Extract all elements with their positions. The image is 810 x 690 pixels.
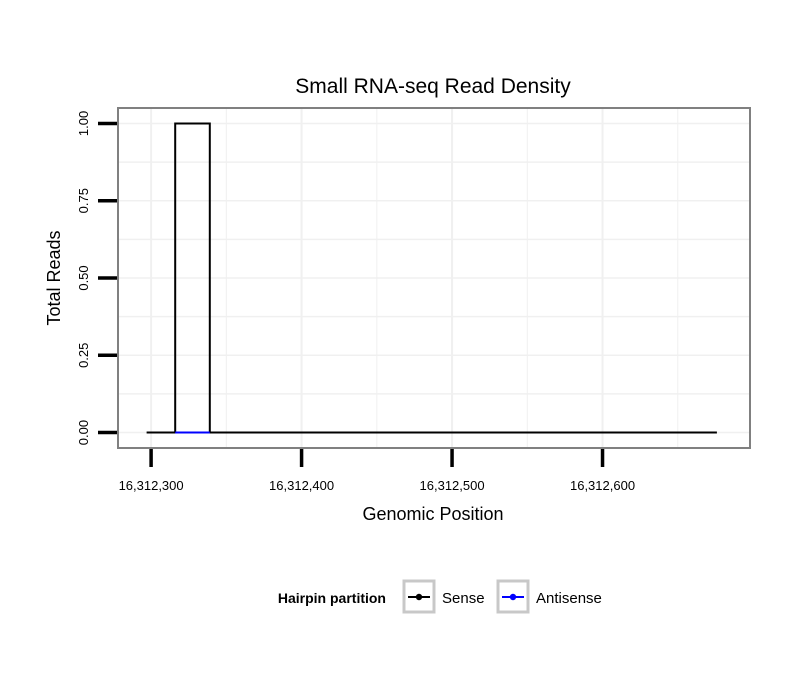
y-tick-label: 0.50 bbox=[76, 265, 91, 290]
legend-point-antisense bbox=[509, 593, 517, 601]
series-line-sense bbox=[146, 122, 717, 434]
plot-panel-border bbox=[117, 107, 751, 449]
x-tick-label: 16,312,400 bbox=[269, 478, 334, 493]
y-tick-label: 0.25 bbox=[76, 343, 91, 368]
x-axis-label: Genomic Position bbox=[362, 504, 503, 524]
y-tick-label: 0.00 bbox=[76, 420, 91, 445]
legend-label-antisense: Antisense bbox=[536, 590, 602, 607]
series-layer bbox=[146, 122, 717, 434]
y-tick-label: 1.00 bbox=[76, 111, 91, 136]
chart-title: Small RNA-seq Read Density bbox=[295, 75, 571, 98]
x-tick-label: 16,312,500 bbox=[420, 478, 485, 493]
x-tick-label: 16,312,600 bbox=[570, 478, 635, 493]
axes: 0.00 0.25 0.50 0.75 1.00 16,312,300 16,312,400… bbox=[76, 111, 635, 493]
legend-title: Hairpin partition bbox=[278, 590, 386, 606]
y-tick-label: 0.75 bbox=[76, 188, 91, 213]
legend-label-sense: Sense bbox=[442, 590, 485, 607]
y-axis-label: Total Reads bbox=[44, 230, 64, 325]
x-tick-label: 16,312,300 bbox=[119, 478, 184, 493]
grid-lines bbox=[118, 108, 750, 448]
legend-point-sense bbox=[415, 593, 423, 601]
legend: Hairpin partition Sense Antisense bbox=[278, 579, 602, 614]
